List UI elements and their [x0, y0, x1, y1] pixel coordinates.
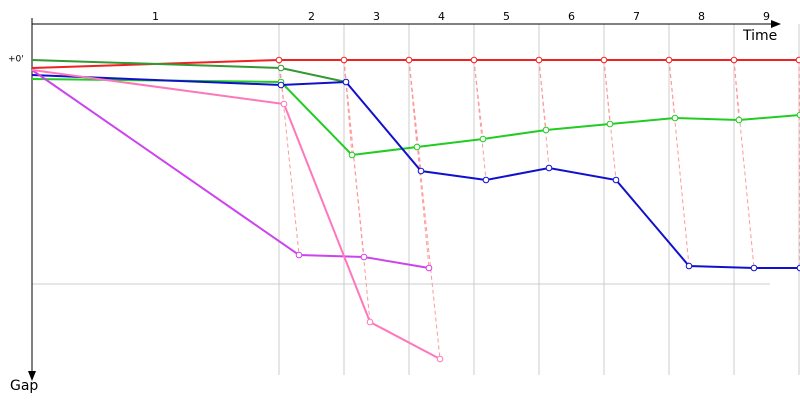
point: [340, 56, 348, 64]
series-line: [31, 78, 800, 157]
lap-label: 7: [633, 10, 640, 23]
lap-label: 5: [503, 10, 510, 23]
lap-label: 2: [308, 10, 315, 23]
lap-connector: [343, 59, 371, 323]
grid: 1 2 3 4 5 6 7 8 9: [32, 10, 800, 375]
lap-label: 9: [763, 10, 770, 23]
lap-connector: [408, 59, 441, 360]
lap-label: 6: [568, 10, 575, 23]
point: [612, 176, 620, 184]
point: [277, 64, 285, 72]
point: [417, 167, 425, 175]
lap-connector: [278, 59, 300, 256]
point: [348, 151, 356, 159]
point: [542, 126, 550, 134]
point: [280, 100, 288, 108]
lap-connector: [603, 59, 617, 181]
point: [405, 56, 413, 64]
point: [470, 56, 478, 64]
series-line: [31, 69, 430, 269]
point: [796, 111, 800, 119]
point: [735, 116, 743, 124]
point: [275, 56, 283, 64]
point: [295, 251, 303, 259]
point: [425, 264, 433, 272]
point: [535, 56, 543, 64]
series-line: [31, 59, 799, 69]
point: [436, 355, 444, 363]
point: [366, 318, 374, 326]
lap-label: 8: [698, 10, 705, 23]
lap-label: 1: [152, 10, 159, 23]
point: [750, 264, 758, 272]
zero-label: +0': [8, 55, 24, 65]
lap-connector: [473, 59, 487, 181]
lap-label: 3: [373, 10, 380, 23]
point: [606, 120, 614, 128]
point: [685, 262, 693, 270]
point: [360, 253, 368, 261]
x-axis-label: Time: [742, 28, 777, 44]
lap-connector: [538, 59, 550, 169]
lap-connector: [733, 59, 755, 269]
lap-connector: [473, 59, 484, 140]
y-axis-label: Gap: [10, 378, 38, 394]
point: [479, 135, 487, 143]
point: [482, 176, 490, 184]
lap-connector: [668, 59, 690, 267]
lap-label: 4: [438, 10, 445, 23]
series-line: [31, 74, 800, 269]
point: [665, 56, 673, 64]
point: [671, 114, 679, 122]
point: [600, 56, 608, 64]
point: [413, 143, 421, 151]
point: [730, 56, 738, 64]
series-line: [31, 69, 441, 360]
point: [342, 78, 350, 86]
plot: [31, 56, 800, 363]
point: [796, 264, 800, 272]
point: [545, 164, 553, 172]
point: [277, 81, 285, 89]
point: [795, 56, 800, 64]
